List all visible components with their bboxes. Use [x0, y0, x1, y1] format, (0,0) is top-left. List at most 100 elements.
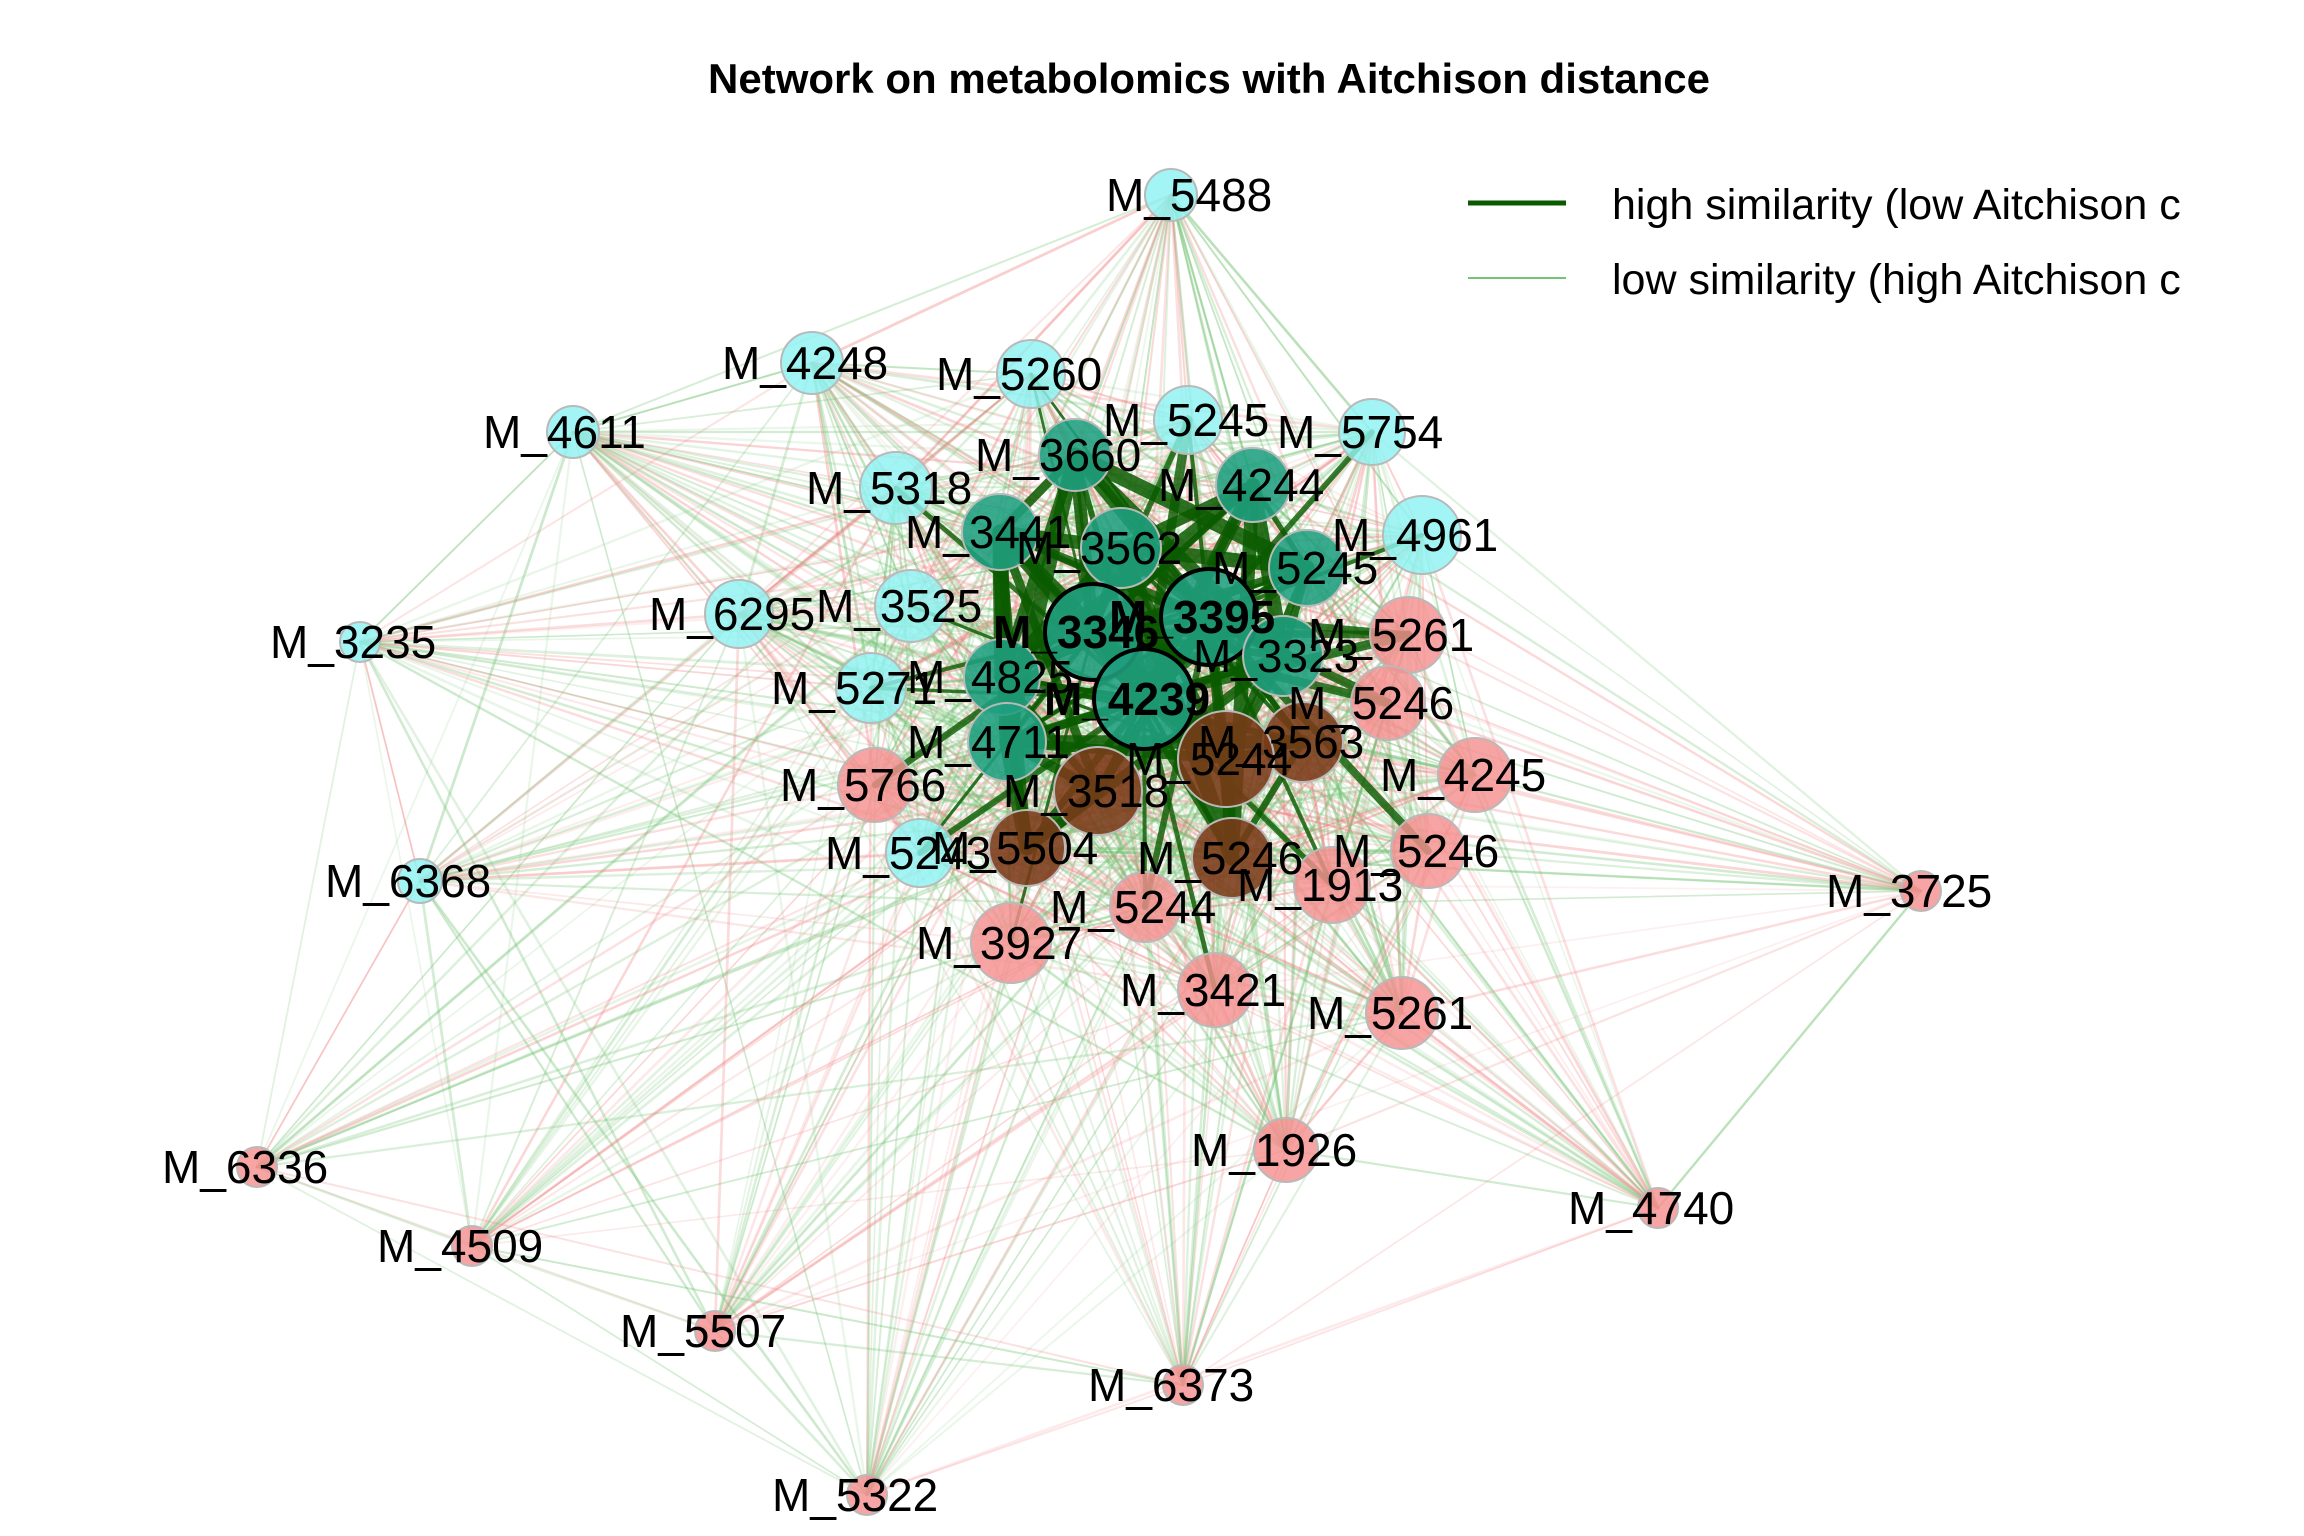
edge-positive [418, 686, 873, 883]
edge-positive [810, 361, 1077, 457]
node-circle [996, 339, 1066, 409]
edge-positive [918, 851, 1185, 1387]
edge-positive [895, 487, 921, 854]
node-label: M_3525 [816, 580, 982, 632]
node-circle [1293, 846, 1371, 924]
edge-positive [1421, 534, 1922, 892]
node-label: M_6373 [1088, 1359, 1254, 1411]
edge-positive [909, 604, 922, 855]
edge-negative [810, 361, 1424, 537]
edge-positive [1170, 194, 1254, 486]
node-circle [1268, 529, 1346, 607]
edge-positive [1097, 790, 1184, 1386]
edge-negative [1330, 883, 1660, 1210]
node-label: M_5245 [1103, 394, 1269, 446]
edge-positive [870, 687, 1184, 1386]
edge-negative [571, 430, 741, 616]
edge-negative [1305, 566, 1404, 1015]
edge-positive [1284, 1148, 1660, 1210]
edge-positive [471, 1012, 1403, 1247]
legend-label-high-similarity: high similarity (low Aitchison c [1612, 181, 2181, 229]
node-circle [988, 809, 1066, 887]
edge-negative [865, 941, 1013, 1497]
node-label: M_5322 [772, 1469, 938, 1521]
edge-negative [866, 1384, 1184, 1496]
node-circle [1253, 1117, 1319, 1183]
edge-positive [255, 846, 1029, 1169]
node-label: M_3441 [905, 506, 1071, 558]
edge-negative [1142, 697, 1185, 1387]
edge-positive [1426, 849, 1923, 893]
edge-positive [1330, 430, 1374, 887]
figure-title: Network on metabolomics with Aitchison d… [708, 55, 1710, 102]
node-label: M_5271 [771, 662, 937, 714]
edge-positive [1025, 846, 1185, 1387]
edge-positive [869, 686, 1013, 945]
node-label: M_5504 [932, 822, 1098, 874]
edge-positive [895, 487, 1423, 536]
node-label: M_3518 [1003, 765, 1169, 817]
edge-positive [1096, 789, 1430, 853]
edge-positive [572, 362, 813, 433]
node-circle [1637, 1187, 1679, 1229]
edge-negative [1182, 1207, 1659, 1386]
node-circle [1144, 168, 1198, 222]
edge-positive [1143, 905, 1288, 1152]
edge-positive [874, 531, 1001, 786]
edge-positive [1230, 856, 1288, 1152]
node-label: M_6336 [162, 1141, 328, 1193]
edge-positive [811, 362, 1012, 944]
edge-negative [1420, 533, 1660, 1210]
node-label: M_3562 [1016, 522, 1182, 574]
edge-positive [571, 430, 1077, 457]
node-label: M_4509 [377, 1220, 543, 1272]
node-label: M_5246 [1137, 832, 1303, 884]
edge-positive [255, 1165, 474, 1248]
edge-positive [1284, 740, 1305, 1152]
edge-positive [1073, 430, 1374, 457]
edge-positive [470, 941, 1013, 1248]
edge-positive [895, 487, 1012, 944]
node-label: M_5244 [1050, 881, 1216, 933]
edge-negative [419, 605, 912, 882]
edge-negative [256, 1166, 1184, 1386]
edge-positive [255, 1011, 1404, 1169]
edge-positive [1169, 193, 1374, 434]
node-circle [397, 858, 443, 904]
edge-positive [1656, 889, 1923, 1210]
edge-positive [737, 612, 1430, 853]
node-label: M_1913 [1237, 859, 1403, 911]
edge-negative [471, 857, 1233, 1247]
edge-negative [1025, 846, 1404, 1015]
edge-negative [810, 193, 1173, 365]
node-circle [874, 569, 948, 643]
node-circle [451, 1225, 493, 1267]
edge-positive [359, 641, 473, 1247]
edge-positive [358, 640, 1009, 744]
edge-positive [865, 883, 1334, 1497]
legend-label-low-similarity: low similarity (high Aitchison c [1612, 256, 2181, 304]
node-label: M_5318 [806, 462, 972, 514]
edge-negative [713, 1011, 1404, 1333]
node-circle [339, 621, 381, 663]
node-label: M_5261 [1307, 987, 1473, 1039]
edge-negative [713, 849, 1430, 1333]
edge-positive [714, 906, 1146, 1332]
edge-negative [737, 418, 1190, 616]
node-circle [1162, 1364, 1204, 1406]
edge-positive [738, 613, 1184, 1386]
edge-positive [918, 851, 1288, 1152]
edge-positive [1225, 758, 1659, 1209]
node-label: M_4245 [1380, 749, 1546, 801]
edge-positive [737, 530, 1002, 616]
edge-negative [1284, 701, 1390, 1152]
edge-negative [713, 530, 1002, 1333]
node-label: M_6368 [325, 855, 491, 907]
edge-positive [470, 604, 913, 1248]
node-label: M_3323 [1193, 630, 1359, 682]
edge-positive [1170, 194, 1423, 536]
edge-positive [714, 487, 897, 1332]
edge-positive [255, 530, 1002, 1169]
node-circle [1338, 398, 1406, 466]
edge-positive [359, 641, 1099, 792]
